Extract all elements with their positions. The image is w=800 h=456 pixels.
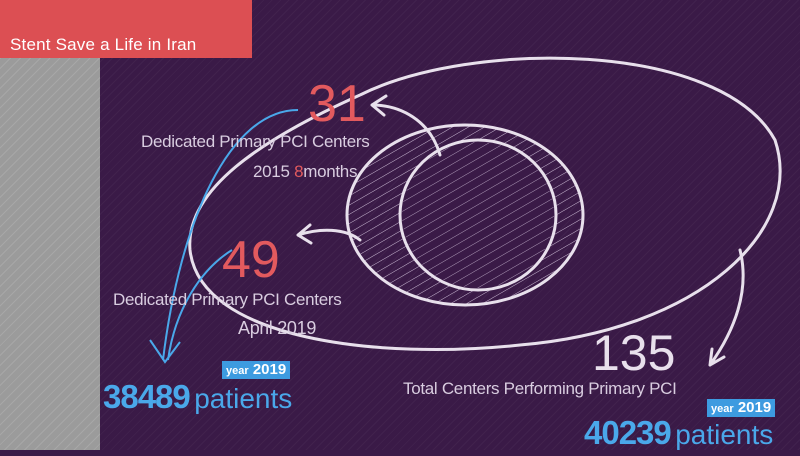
total-count: 135: [592, 325, 676, 381]
patients-label-left: patients: [194, 383, 293, 414]
duration-unit: months: [303, 162, 358, 181]
year-left: 2019: [252, 361, 287, 378]
year-right: 2019: [737, 399, 772, 416]
label-2015: Dedicated Primary PCI Centers: [141, 132, 370, 151]
patients-total: 40239: [584, 414, 672, 451]
patients-2019: 38489: [103, 378, 191, 415]
year-badge-right: year 2019: [707, 399, 776, 417]
blue-arrowhead: [149, 339, 181, 364]
label-2019: Dedicated Primary PCI Centers: [113, 290, 342, 309]
duration-number: 8: [294, 162, 304, 181]
arrow-to-135: [708, 248, 745, 367]
patients-row-right: 40239 patients: [584, 414, 774, 451]
patients-row-left: 38489 patients: [103, 378, 293, 415]
slide-title: Stent Save a Life in Iran: [10, 35, 197, 54]
date-2019: April 2019: [238, 318, 317, 338]
side-panel: [0, 58, 100, 450]
year-badge-left: year 2019: [222, 361, 291, 379]
patients-label-right: patients: [675, 419, 774, 450]
count-2019: 49: [222, 231, 280, 289]
blue-arrow-2: [167, 249, 233, 361]
year-word-left: year: [226, 365, 249, 377]
title-banner: Stent Save a Life in Iran: [0, 0, 252, 58]
arrow-to-49: [296, 223, 362, 245]
inner-hatch: [402, 142, 554, 288]
year-word-right: year: [711, 403, 734, 415]
count-2015: 31: [308, 75, 366, 133]
blue-arrow-1: [162, 109, 299, 361]
year-2015: 2015: [253, 162, 290, 181]
total-label: Total Centers Performing Primary PCI: [403, 379, 677, 398]
arrow-to-31: [370, 94, 442, 157]
date-line-2015: 2015 8months: [253, 162, 357, 182]
